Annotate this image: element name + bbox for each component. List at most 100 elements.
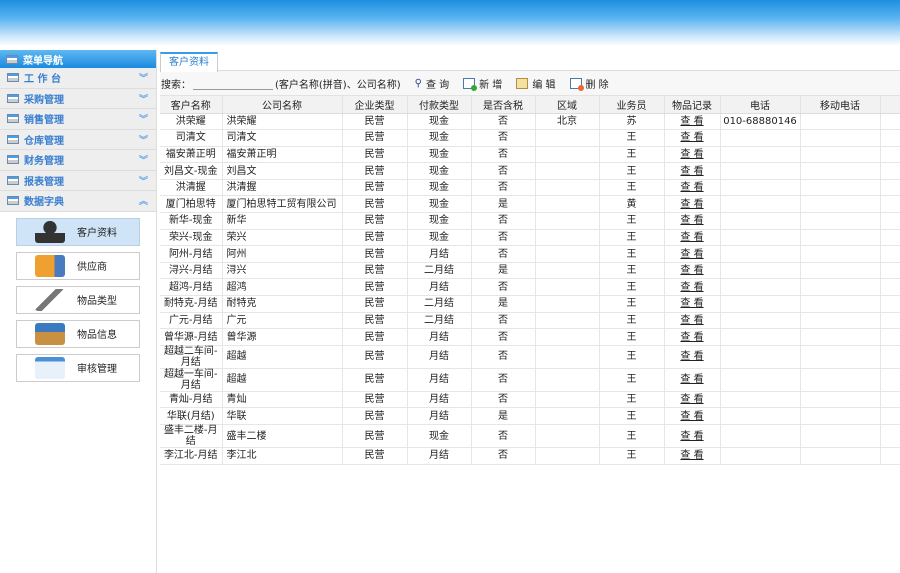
cell <box>535 195 600 214</box>
view-records-link[interactable]: 查 看 <box>680 148 704 160</box>
cell: 民营 <box>342 195 408 214</box>
view-records-link[interactable]: 查 看 <box>680 231 704 243</box>
cell: 王 <box>599 447 665 465</box>
table-row[interactable]: 厦门柏思特 厦门柏思特工贸有限公司 民营 现金是 黄 查 看 <box>160 195 900 214</box>
add-label: 新 增 <box>479 79 503 91</box>
sidebar-item-4[interactable]: 财务管理 ︾ <box>0 150 156 171</box>
view-records-link[interactable]: 查 看 <box>680 374 704 386</box>
add-button[interactable]: 新 增 <box>463 76 502 91</box>
view-records-link[interactable]: 查 看 <box>680 430 704 442</box>
view-records-link[interactable]: 查 看 <box>680 198 704 210</box>
column-header[interactable]: 电话 <box>720 96 801 114</box>
edit-button[interactable]: 编 辑 <box>516 76 556 91</box>
column-header[interactable]: 区域 <box>535 96 600 114</box>
column-header[interactable]: 业务员 <box>599 96 665 114</box>
table-row[interactable]: 阿州-月结 阿州 民营 月结否 王 查 看 <box>160 245 900 263</box>
view-records-link[interactable]: 查 看 <box>680 331 704 343</box>
column-header[interactable]: 移动电话 <box>800 96 881 114</box>
subitem-0[interactable]: 客户资料 <box>16 217 140 246</box>
cell: 洪荣耀 <box>222 113 343 131</box>
cell: 民营 <box>342 129 408 147</box>
sidebar-item-2[interactable]: 销售管理 ︾ <box>0 109 156 130</box>
sidebar-item-6[interactable]: 数据字典 ︽ <box>0 191 156 212</box>
column-header[interactable]: 客户名称 <box>160 96 223 114</box>
table-row[interactable]: 李江北-月结 李江北 民营 月结否 王 查 看 <box>160 447 900 465</box>
subitem-label: 物品类型 <box>77 296 117 307</box>
tab-customer-info[interactable]: 客户资料 <box>160 52 218 72</box>
sidebar-item-5[interactable]: 报表管理 ︾ <box>0 170 156 191</box>
column-header[interactable]: 企业类型 <box>342 96 408 114</box>
cell: 否 <box>471 229 536 247</box>
view-records-link[interactable]: 查 看 <box>680 351 704 363</box>
column-header[interactable]: 付款类型 <box>407 96 472 114</box>
cell <box>800 278 881 297</box>
search-label: 搜索： <box>161 79 191 91</box>
table-row[interactable]: 青灿-月结 青灿 民营 月结否 王 查 看 <box>160 391 900 409</box>
table-row[interactable]: 福安萧正明 福安萧正明 民营 现金否王查 看 <box>160 146 900 164</box>
cell: 现金 <box>407 229 472 247</box>
cell: 否 <box>471 345 536 369</box>
cell: 查 看 <box>664 328 721 346</box>
view-records-link[interactable]: 查 看 <box>680 394 704 406</box>
cell: 民营 <box>342 262 408 280</box>
cell: 民营 <box>342 424 408 448</box>
view-records-link[interactable]: 查 看 <box>680 298 704 310</box>
cell: 二月结 <box>407 312 472 330</box>
table-row[interactable]: 浔兴-月结 浔兴 民营 二月结是 王 查 看 <box>160 262 900 280</box>
cell: 否 <box>471 391 536 409</box>
subitem-1[interactable]: 供应商 <box>16 251 140 280</box>
cell <box>880 368 900 392</box>
cell: 阿州 <box>222 245 343 263</box>
view-records-link[interactable]: 查 看 <box>680 132 704 144</box>
view-records-link[interactable]: 查 看 <box>680 215 704 227</box>
view-records-link[interactable]: 查 看 <box>680 182 704 194</box>
cell: 查 看 <box>664 229 721 247</box>
table-row[interactable]: 超鸿-月结 超鸿 民营 月结否 王 查 看 <box>160 278 900 297</box>
sidebar-item-0[interactable]: 工 作 台 ︾ <box>0 68 156 89</box>
table-row[interactable]: 耐特克-月结 耐特克 民营 二月结是 王 查 看 <box>160 295 900 313</box>
cell: 月结 <box>407 328 472 346</box>
view-records-link[interactable]: 查 看 <box>680 115 704 127</box>
view-records-link[interactable]: 查 看 <box>680 248 704 260</box>
view-records-link[interactable]: 查 看 <box>680 281 704 293</box>
view-records-link[interactable]: 查 看 <box>680 265 704 277</box>
table-row[interactable]: 超越二车间-月结 超越 民营 月结否 王 查 看 <box>160 345 900 369</box>
delete-button[interactable]: 删 除 <box>569 76 609 91</box>
menu-icon <box>7 196 19 206</box>
table-row[interactable]: 刘昌文-现金 刘昌文 民营 现金否 王 查 看 <box>160 162 900 180</box>
subitem-2[interactable]: 物品类型 <box>16 285 140 314</box>
view-records-link[interactable]: 查 看 <box>680 410 704 422</box>
view-records-link[interactable]: 查 看 <box>680 450 704 462</box>
table-row[interactable]: 超越一车间-月结 超越 民营 月结否 王 查 看 <box>160 368 900 392</box>
cell: 否 <box>471 328 536 346</box>
table-row[interactable]: 司清文 司清文 民营 现金否王查 看 <box>160 129 900 147</box>
cell: 超越二车间-月结 <box>160 345 223 369</box>
query-button[interactable]: ⚲ 查 询 <box>415 76 450 91</box>
subitem-3[interactable]: 物品信息 <box>16 319 140 348</box>
column-header[interactable]: 是否含税 <box>471 96 536 114</box>
table-row[interactable]: 荣兴-现金 荣兴 民营 现金否 王 查 看 <box>160 229 900 247</box>
table-row[interactable]: 华联(月结) 华联 民营 月结是 王 查 看 <box>160 407 900 425</box>
search-input[interactable] <box>193 76 273 90</box>
view-records-link[interactable]: 查 看 <box>680 165 704 177</box>
cell: 超鸿-月结 <box>160 278 223 297</box>
cell: 厦门柏思特工贸有限公司 <box>222 195 343 214</box>
table-row[interactable]: 曾华源-月结 曾华源 民营 月结否 王 查 看 <box>160 328 900 346</box>
column-header[interactable]: 公司名称 <box>222 96 343 114</box>
table-row[interactable]: 新华-现金 新华 民营 现金否 王 查 看 <box>160 212 900 230</box>
cell: 查 看 <box>664 407 721 425</box>
table-row[interactable]: 广元-月结 广元 民营 二月结否 王 查 看 <box>160 312 900 330</box>
subitem-4[interactable]: 审核管理 <box>16 353 140 382</box>
table-row[interactable]: 洪荣耀 洪荣耀 民营 现金否北京苏查 看 010-68880146 <box>160 113 900 131</box>
cell <box>535 129 600 147</box>
table-row[interactable]: 盛丰二楼-月结 盛丰二楼 民营 现金否 王 查 看 <box>160 424 900 448</box>
sidebar-item-1[interactable]: 采购管理 ︾ <box>0 88 156 109</box>
view-records-link[interactable]: 查 看 <box>680 314 704 326</box>
table-row[interactable]: 洪清握 洪清握 民营 现金否王查 看 <box>160 179 900 197</box>
column-header[interactable] <box>880 96 900 114</box>
cell: 青灿 <box>222 391 343 409</box>
sidebar-item-3[interactable]: 仓库管理 ︾ <box>0 129 156 150</box>
cell: 是 <box>471 295 536 313</box>
cell: 盛丰二楼 <box>222 424 343 448</box>
column-header[interactable]: 物品记录 <box>664 96 721 114</box>
